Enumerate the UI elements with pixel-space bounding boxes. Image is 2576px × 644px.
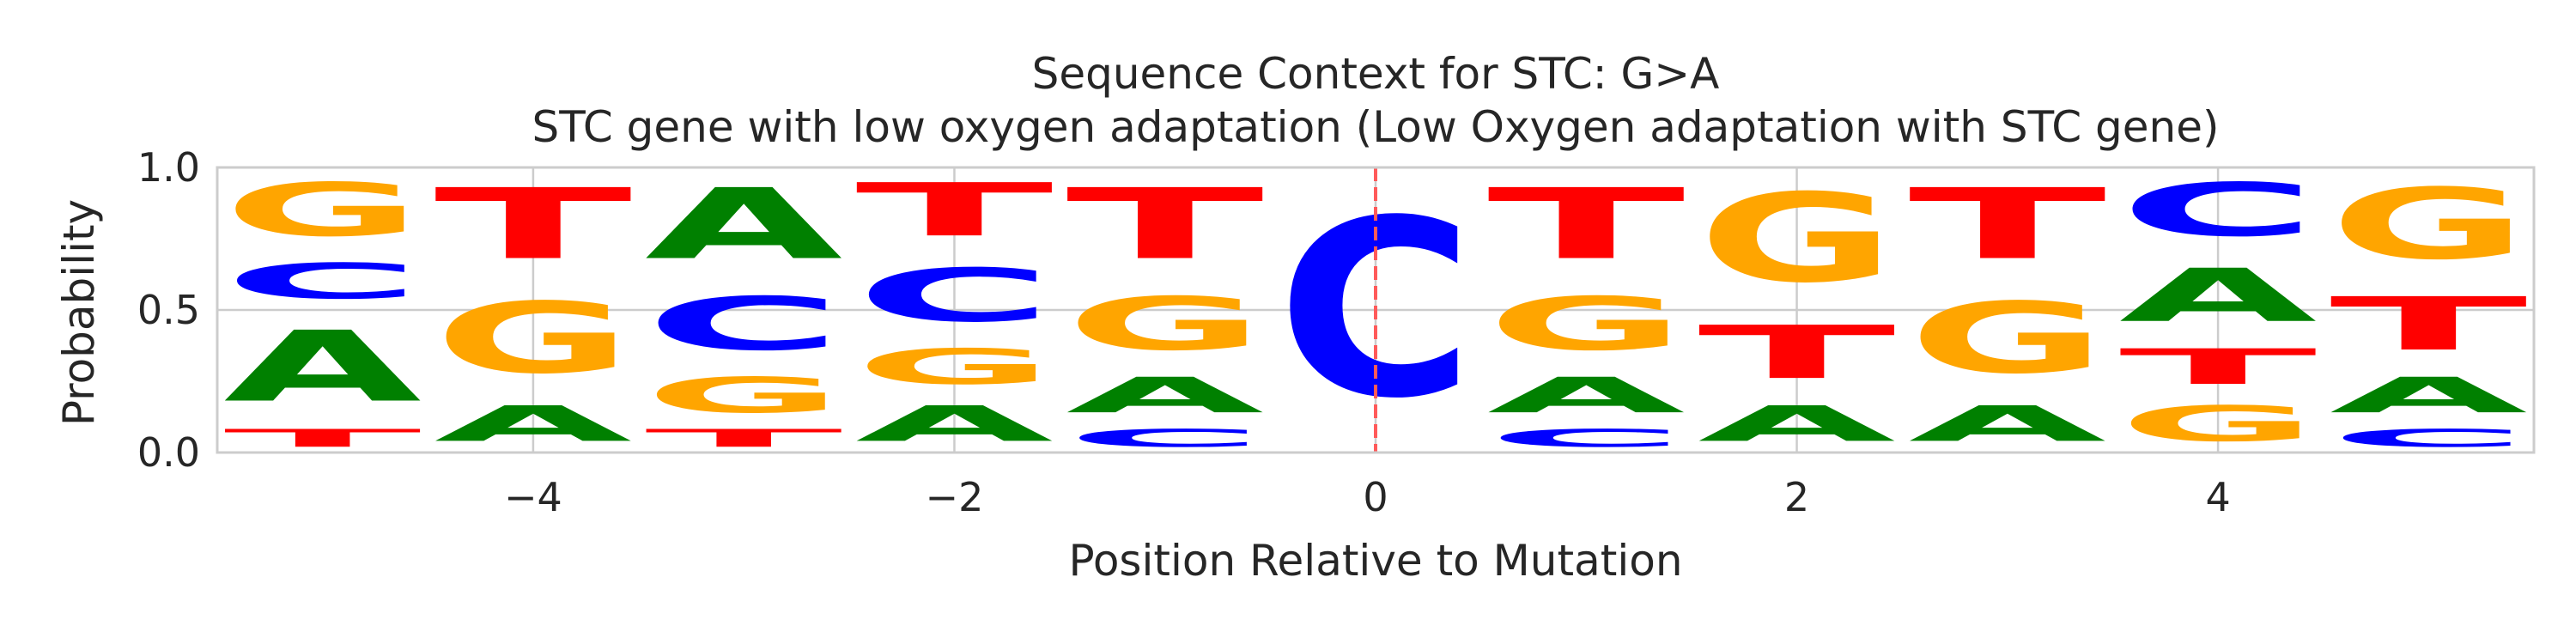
logo-letter-T: T	[434, 168, 633, 282]
logo-letter-G: G	[855, 338, 1054, 395]
logo-letter-G: G	[1066, 282, 1264, 367]
logo-letter-A: A	[645, 168, 843, 282]
logo-letter-A: A	[1909, 396, 2107, 453]
logo-letter-T: T	[2330, 282, 2528, 367]
logo-letter-G: G	[1698, 168, 1896, 310]
logo-letter-A: A	[855, 396, 1054, 453]
logo-letter-C: C	[855, 253, 1054, 338]
y-axis-label: Probability	[54, 198, 104, 427]
logo-letter-A: A	[223, 311, 422, 424]
logo-letter-C: C	[2330, 424, 2528, 453]
logo-letter-T: T	[1487, 168, 1686, 282]
x-tick-label: −4	[504, 474, 562, 520]
logo-letter-G: G	[2119, 396, 2318, 453]
x-tick-label: 2	[1784, 474, 1809, 520]
chart-title: Sequence Context for STC: G>A	[1031, 49, 1720, 99]
logo-letter-T: T	[2119, 339, 2318, 396]
logo-letter-C: C	[2119, 167, 2318, 252]
logo-letter-T: T	[223, 424, 422, 453]
logo-letter-A: A	[1066, 368, 1264, 424]
logo-letter-A: A	[1698, 396, 1896, 453]
y-tick-label: 1.0	[137, 144, 200, 191]
plot-frame	[216, 166, 2536, 454]
logo-letter-A: A	[2119, 253, 2318, 338]
chart-subtitle: STC gene with low oxygen adaptation (Low…	[532, 102, 2220, 152]
logo-letter-G: G	[434, 282, 633, 395]
logo-letter-G: G	[645, 368, 843, 424]
x-tick-label: 4	[2205, 474, 2230, 520]
logo-letter-T: T	[1066, 168, 1264, 282]
logo-letter-T: T	[1909, 168, 2107, 282]
logo-letter-C: C	[1066, 424, 1264, 453]
logo-letter-T: T	[855, 167, 1054, 252]
logo-letter-G: G	[1909, 282, 2107, 395]
x-tick-label: −2	[926, 474, 984, 520]
y-tick-label: 0.0	[137, 429, 200, 476]
y-tick-label: 0.5	[137, 287, 200, 333]
logo-letter-G: G	[1487, 282, 1686, 367]
x-axis-label: Position Relative to Mutation	[1068, 536, 1683, 586]
x-tick-label: 0	[1363, 474, 1388, 520]
logo-letter-T: T	[645, 424, 843, 453]
logo-letter-C: C	[1487, 424, 1686, 453]
logo-letter-G: G	[2330, 167, 2528, 281]
logo-letter-T: T	[1698, 310, 1896, 395]
logo-letter-C: C	[645, 282, 843, 367]
logo-letter-A: A	[434, 396, 633, 453]
logo-letter-A: A	[1487, 368, 1686, 424]
logo-letter-C: C	[223, 253, 422, 310]
logo-letter-G: G	[223, 167, 422, 252]
logo-letter-A: A	[2330, 368, 2528, 424]
